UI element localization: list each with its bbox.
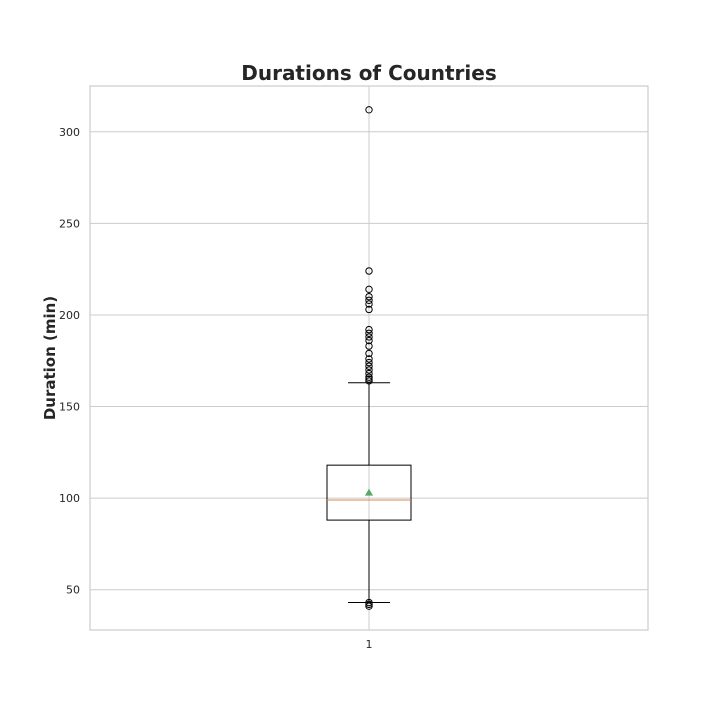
plot-area — [326, 106, 412, 610]
outlier-point — [365, 377, 373, 385]
outlier-point — [365, 106, 373, 114]
outlier-point — [365, 366, 373, 374]
x-tick-label: 1 — [366, 638, 373, 651]
outlier-point — [365, 355, 373, 363]
outlier-point — [365, 362, 373, 370]
mean-marker — [365, 488, 373, 496]
outlier-point — [365, 349, 373, 358]
outlier-point — [365, 602, 373, 610]
y-tick-label: 50 — [66, 584, 80, 597]
chart-title: Durations of Countries — [241, 61, 497, 85]
y-tick-label: 200 — [59, 309, 80, 322]
outlier-point — [365, 300, 373, 308]
y-tick-label: 100 — [59, 492, 80, 505]
y-tick-label: 250 — [59, 217, 80, 230]
outlier-point — [365, 329, 373, 337]
plot-frame — [89, 85, 649, 631]
outlier-point — [365, 292, 373, 301]
outlier-point — [365, 285, 373, 294]
outlier-point — [365, 305, 373, 314]
outlier-point — [365, 296, 373, 305]
outlier-point — [365, 336, 373, 345]
y-axis-label: Duration (min) — [41, 296, 59, 420]
y-tick-label: 300 — [59, 126, 80, 139]
tick-labels: 50 100 150 200 250 300 1 — [59, 126, 373, 651]
iqr-box — [326, 464, 412, 521]
outlier-point — [365, 267, 373, 275]
outlier-point — [365, 342, 373, 350]
y-tick-label: 150 — [59, 401, 80, 414]
outlier-point — [365, 325, 373, 334]
outlier-point — [365, 358, 373, 367]
outlier-point — [365, 369, 373, 378]
outlier-point — [365, 333, 373, 341]
